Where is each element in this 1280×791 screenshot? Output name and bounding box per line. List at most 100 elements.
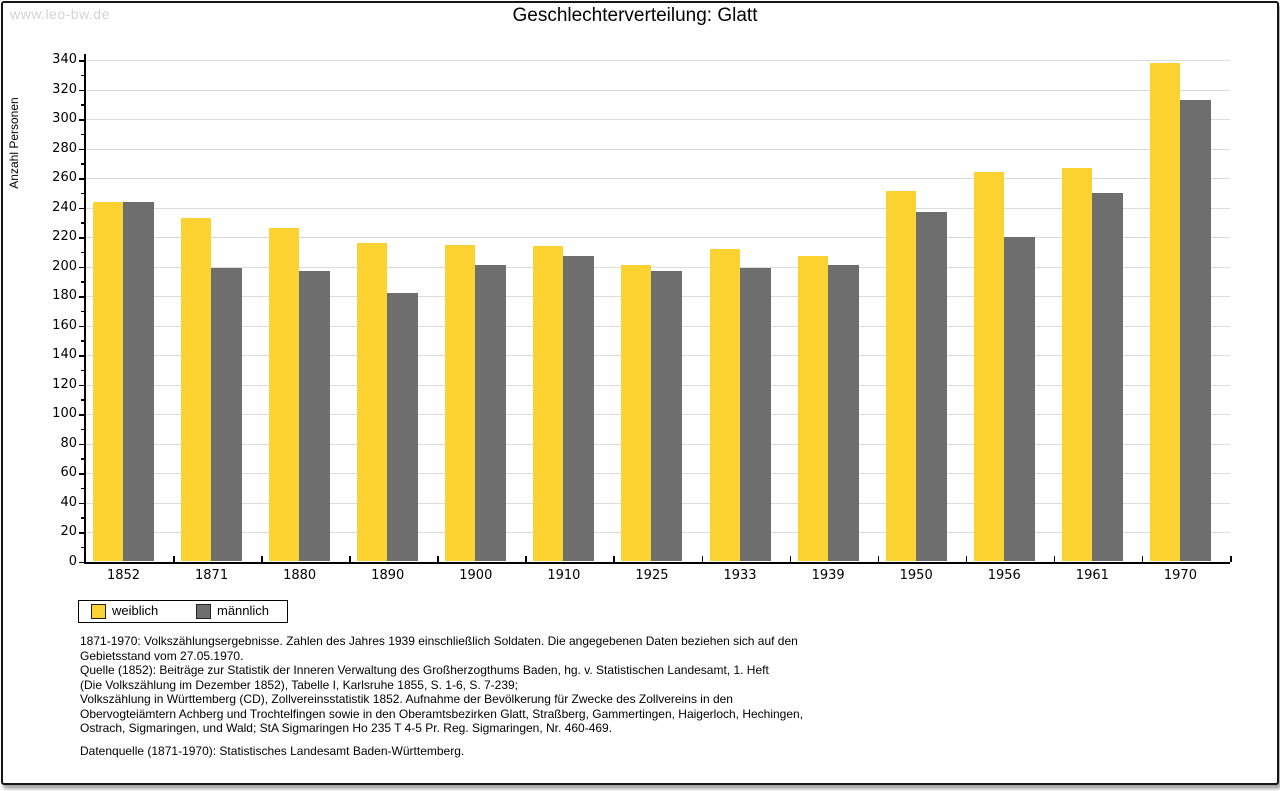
page-title: Geschlechterverteilung: Glatt bbox=[512, 5, 758, 26]
bar-männlich-1890 bbox=[387, 293, 419, 562]
y-minor-tick-10 bbox=[81, 546, 85, 549]
y-minor-tick-110 bbox=[81, 399, 85, 401]
bar-männlich-1939 bbox=[827, 265, 859, 562]
y-tick-40 bbox=[79, 502, 85, 505]
y-tick-label-60: 60 bbox=[60, 465, 77, 481]
bar-weiblich-1900 bbox=[445, 244, 476, 562]
bar-weiblich-1925 bbox=[621, 265, 652, 562]
y-tick-80 bbox=[79, 443, 85, 446]
y-tick-label-80: 80 bbox=[60, 435, 77, 451]
x-boundary-tick-9 bbox=[877, 555, 880, 562]
x-boundary-tick-1 bbox=[173, 555, 175, 562]
bar-männlich-1880 bbox=[299, 271, 331, 562]
bar-weiblich-1933 bbox=[709, 248, 740, 562]
bar-weiblich-1880 bbox=[269, 228, 300, 562]
x-boundary-tick-3 bbox=[349, 555, 351, 562]
x-boundary-tick-2 bbox=[261, 555, 263, 562]
y-minor-tick-170 bbox=[81, 310, 85, 313]
y-tick-160 bbox=[79, 325, 85, 328]
legend-label-maennlich: männlich bbox=[217, 603, 270, 618]
y-tick-label-0: 0 bbox=[68, 553, 77, 569]
footnote-line-6: Obervogteiämtern Achberg und Trochtelfin… bbox=[80, 706, 804, 721]
y-minor-tick-30 bbox=[81, 517, 85, 519]
x-boundary-tick-6 bbox=[613, 555, 615, 562]
x-boundary-tick-5 bbox=[525, 555, 527, 562]
gridline-220 bbox=[86, 237, 1230, 239]
y-tick-label-140: 140 bbox=[52, 347, 77, 363]
bar-weiblich-1956 bbox=[973, 172, 1004, 562]
footnote-line-4: (Die Volkszählung im Dezember 1852), Tab… bbox=[80, 677, 519, 692]
y-tick-220 bbox=[79, 237, 85, 239]
gridline-240 bbox=[86, 207, 1230, 209]
y-minor-tick-230 bbox=[81, 222, 85, 224]
gridline-200 bbox=[86, 266, 1230, 268]
bar-männlich-1900 bbox=[475, 265, 507, 562]
x-tick-label-1871: 1871 bbox=[195, 567, 229, 583]
y-tick-label-200: 200 bbox=[52, 258, 77, 274]
watermark: www.leo-bw.de bbox=[10, 6, 110, 22]
y-tick-140 bbox=[79, 355, 85, 357]
bar-männlich-1961 bbox=[1091, 192, 1123, 562]
y-minor-tick-150 bbox=[81, 340, 85, 342]
x-boundary-tick-7 bbox=[701, 555, 704, 562]
y-tick-340 bbox=[79, 60, 85, 62]
y-tick-label-260: 260 bbox=[52, 170, 77, 186]
y-minor-tick-90 bbox=[81, 428, 85, 431]
x-tick-label-1925: 1925 bbox=[635, 567, 669, 583]
y-minor-tick-310 bbox=[81, 104, 85, 106]
y-minor-tick-250 bbox=[81, 192, 85, 195]
x-boundary-tick-12 bbox=[1141, 555, 1144, 562]
x-tick-label-1939: 1939 bbox=[811, 567, 845, 583]
y-tick-100 bbox=[79, 414, 85, 416]
y-tick-300 bbox=[79, 119, 85, 121]
bar-weiblich-1970 bbox=[1149, 63, 1180, 562]
bar-männlich-1950 bbox=[915, 212, 947, 562]
x-boundary-tick-13 bbox=[1230, 555, 1232, 562]
bar-männlich-1852 bbox=[123, 201, 154, 562]
gridline-280 bbox=[86, 148, 1230, 150]
y-tick-label-40: 40 bbox=[60, 494, 77, 510]
y-minor-tick-330 bbox=[81, 74, 85, 77]
y-minor-tick-70 bbox=[81, 458, 85, 460]
bar-weiblich-1890 bbox=[357, 243, 388, 562]
x-tick-label-1910: 1910 bbox=[547, 567, 581, 583]
bar-weiblich-1910 bbox=[533, 245, 564, 562]
x-tick-label-1852: 1852 bbox=[106, 567, 141, 583]
x-boundary-tick-4 bbox=[437, 555, 439, 562]
y-tick-260 bbox=[79, 178, 85, 180]
y-tick-320 bbox=[79, 89, 85, 92]
y-minor-tick-270 bbox=[81, 163, 85, 165]
y-tick-60 bbox=[79, 473, 85, 475]
bar-weiblich-1961 bbox=[1061, 167, 1092, 562]
legend: weiblich männlich bbox=[78, 600, 288, 623]
x-tick-label-1880: 1880 bbox=[283, 567, 317, 583]
x-tick-label-1970: 1970 bbox=[1163, 567, 1197, 583]
y-tick-180 bbox=[79, 296, 85, 298]
data-source-note: Datenquelle (1871-1970): Statistisches L… bbox=[80, 744, 465, 758]
y-tick-label-240: 240 bbox=[52, 199, 77, 215]
y-tick-label-300: 300 bbox=[52, 111, 77, 127]
bar-männlich-1933 bbox=[739, 268, 771, 562]
gridline-340 bbox=[86, 60, 1230, 62]
bar-weiblich-1939 bbox=[797, 256, 828, 562]
gridline-260 bbox=[86, 178, 1230, 180]
bar-männlich-1956 bbox=[1003, 237, 1035, 562]
footnote-line-2: Gebietsstand vom 27.05.1970. bbox=[80, 648, 244, 663]
y-tick-label-20: 20 bbox=[60, 524, 77, 539]
gridline-320 bbox=[86, 89, 1230, 91]
footnote-line-5: Volkszählung in Württemberg (CD), Zollve… bbox=[80, 692, 733, 706]
x-boundary-tick-11 bbox=[1053, 555, 1056, 562]
bar-männlich-1910 bbox=[563, 256, 595, 562]
y-tick-280 bbox=[79, 148, 85, 151]
y-tick-label-320: 320 bbox=[52, 81, 77, 97]
y-tick-label-180: 180 bbox=[52, 288, 77, 304]
x-tick-label-1961: 1961 bbox=[1075, 567, 1109, 583]
bar-weiblich-1852 bbox=[93, 201, 123, 562]
bar-weiblich-1871 bbox=[181, 217, 212, 562]
x-tick-label-1890: 1890 bbox=[371, 567, 405, 583]
footnote-line-1: 1871-1970: Volkszählungsergebnisse. Zahl… bbox=[80, 634, 798, 648]
y-tick-label-120: 120 bbox=[52, 376, 77, 392]
y-tick-0 bbox=[79, 561, 85, 563]
legend-swatch-weiblich bbox=[91, 604, 106, 619]
